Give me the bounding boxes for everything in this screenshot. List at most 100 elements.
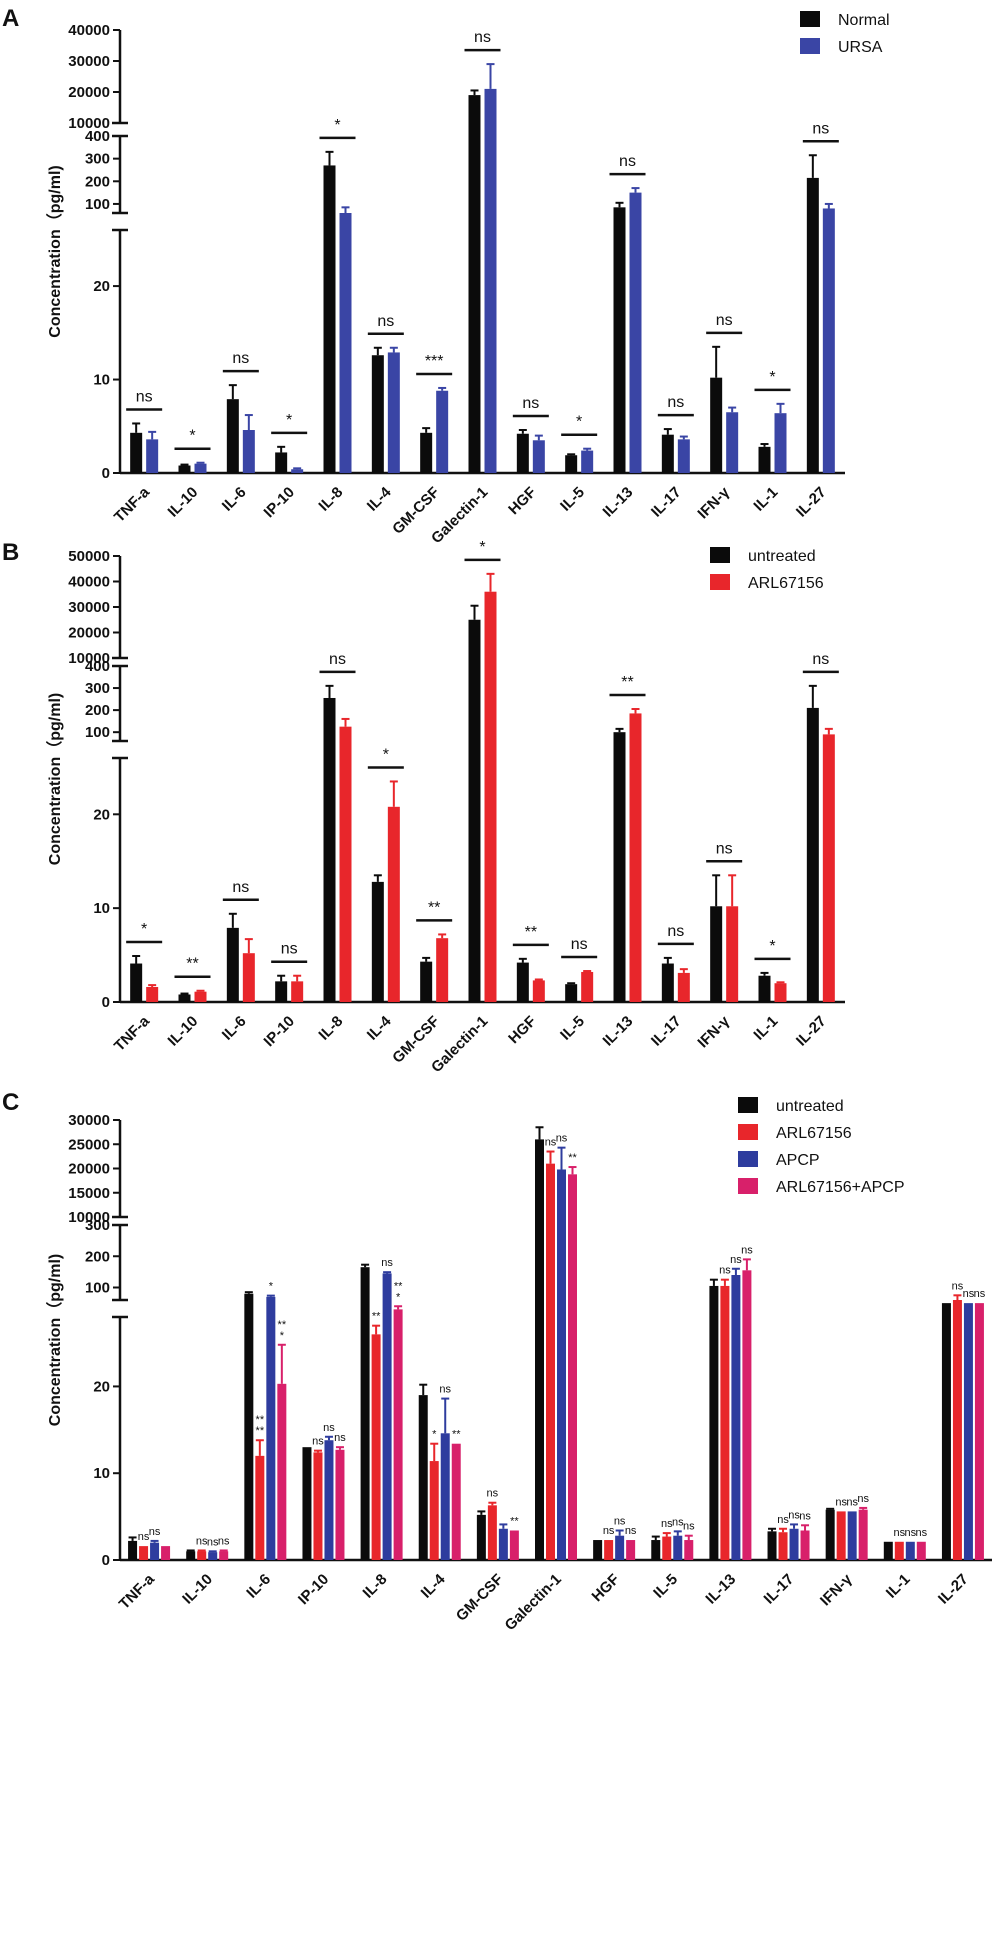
significance-label: ns [667,923,684,940]
bar [626,1540,636,1560]
y-axis-label: Concentration（pg/ml) [46,693,64,865]
bar [662,1536,672,1560]
bar [266,1296,276,1560]
bar [436,390,449,473]
category-label: IL-6 [243,1571,274,1602]
significance-label: ns [667,394,684,411]
category-label: IFN-γ [694,1012,733,1051]
significance-label: * [479,539,485,556]
bar [778,1532,788,1560]
bar [128,1540,138,1560]
significance-label: ns [522,395,539,412]
y-tick-label: 200 [85,702,110,719]
significance-label: ns [719,1265,731,1277]
bar [774,983,787,1002]
bar [509,1530,519,1560]
y-tick-label: 200 [85,1248,110,1265]
category-label: IP-10 [261,484,298,521]
significance-label: * [269,1281,274,1293]
significance-label: ns [619,153,636,170]
bar [324,1440,334,1560]
bar [673,1535,683,1560]
bar [581,971,594,1002]
significance-label: ns [571,936,588,953]
significance-label: ns [788,1509,800,1521]
bar [313,1452,323,1560]
panel-letter: A [2,5,19,32]
bar [139,1546,149,1560]
y-tick-label: 10000 [68,650,110,667]
significance-label: ns [716,312,733,329]
significance-label: ns [614,1515,626,1527]
bar [484,88,497,474]
bar [436,938,449,1002]
category-label: IL-10 [179,1571,216,1608]
legend-label: untreated [776,1098,844,1115]
category-label: IL-13 [702,1571,739,1608]
significance-label: ns [545,1137,557,1149]
y-tick-label: 30000 [68,599,110,616]
bar [532,440,545,473]
panel-letter: C [2,1089,19,1116]
significance-label: ** [621,674,633,691]
significance-label: ** [278,1319,287,1331]
y-tick-label: 30000 [68,53,110,70]
significance-label: ns [232,350,249,367]
bar [822,734,835,1002]
category-label: IL-8 [360,1571,391,1602]
legend-label: ARL67156+APCP [776,1179,905,1196]
category-label: HGF [589,1571,623,1605]
bar [335,1449,345,1560]
bar [581,450,594,473]
significance-label: ns [556,1133,568,1145]
significance-label: ns [799,1510,811,1522]
bar [194,991,207,1002]
bar [277,1383,287,1560]
bar [684,1540,694,1560]
significance-label: ns [812,120,829,137]
bar [629,192,642,473]
bar [146,986,159,1002]
bar [242,430,255,473]
significance-label: ns [218,1535,230,1547]
bar [941,1303,951,1560]
y-tick-label: 20000 [68,84,110,101]
category-label: TNF-a [111,483,154,526]
bar [186,1551,196,1560]
legend-label: URSA [838,39,883,56]
significance-label: ns [439,1384,451,1396]
significance-label: ** [256,1414,265,1426]
significance-label: ns [312,1436,324,1448]
bar [178,465,191,473]
bar [825,1509,835,1560]
bar [487,1505,497,1560]
legend-label: ARL67156 [776,1125,852,1142]
bar [774,413,787,473]
bar [568,1174,577,1560]
bar [847,1511,857,1560]
category-label: GM-CSF [453,1571,507,1625]
y-tick-label: 200 [85,173,110,190]
bar [323,165,336,474]
bar [710,377,723,473]
significance-label: ns [672,1516,684,1528]
y-tick-label: 300 [85,151,110,168]
y-tick-label: 20 [93,806,110,823]
bar [629,713,642,1002]
significance-label: ns [730,1254,742,1266]
bar [767,1531,777,1560]
bar [275,452,288,473]
bar [371,355,384,473]
significance-label: ns [334,1432,346,1444]
bar [883,1541,893,1560]
bar [710,906,723,1002]
y-tick-label: 400 [85,658,110,675]
significance-label: ** [372,1311,381,1323]
bar [420,961,433,1002]
bar [418,1395,428,1560]
category-label: IL-5 [557,1013,588,1044]
bar [291,469,304,473]
significance-label: ns [138,1531,150,1543]
category-label: IL-8 [315,1013,346,1044]
